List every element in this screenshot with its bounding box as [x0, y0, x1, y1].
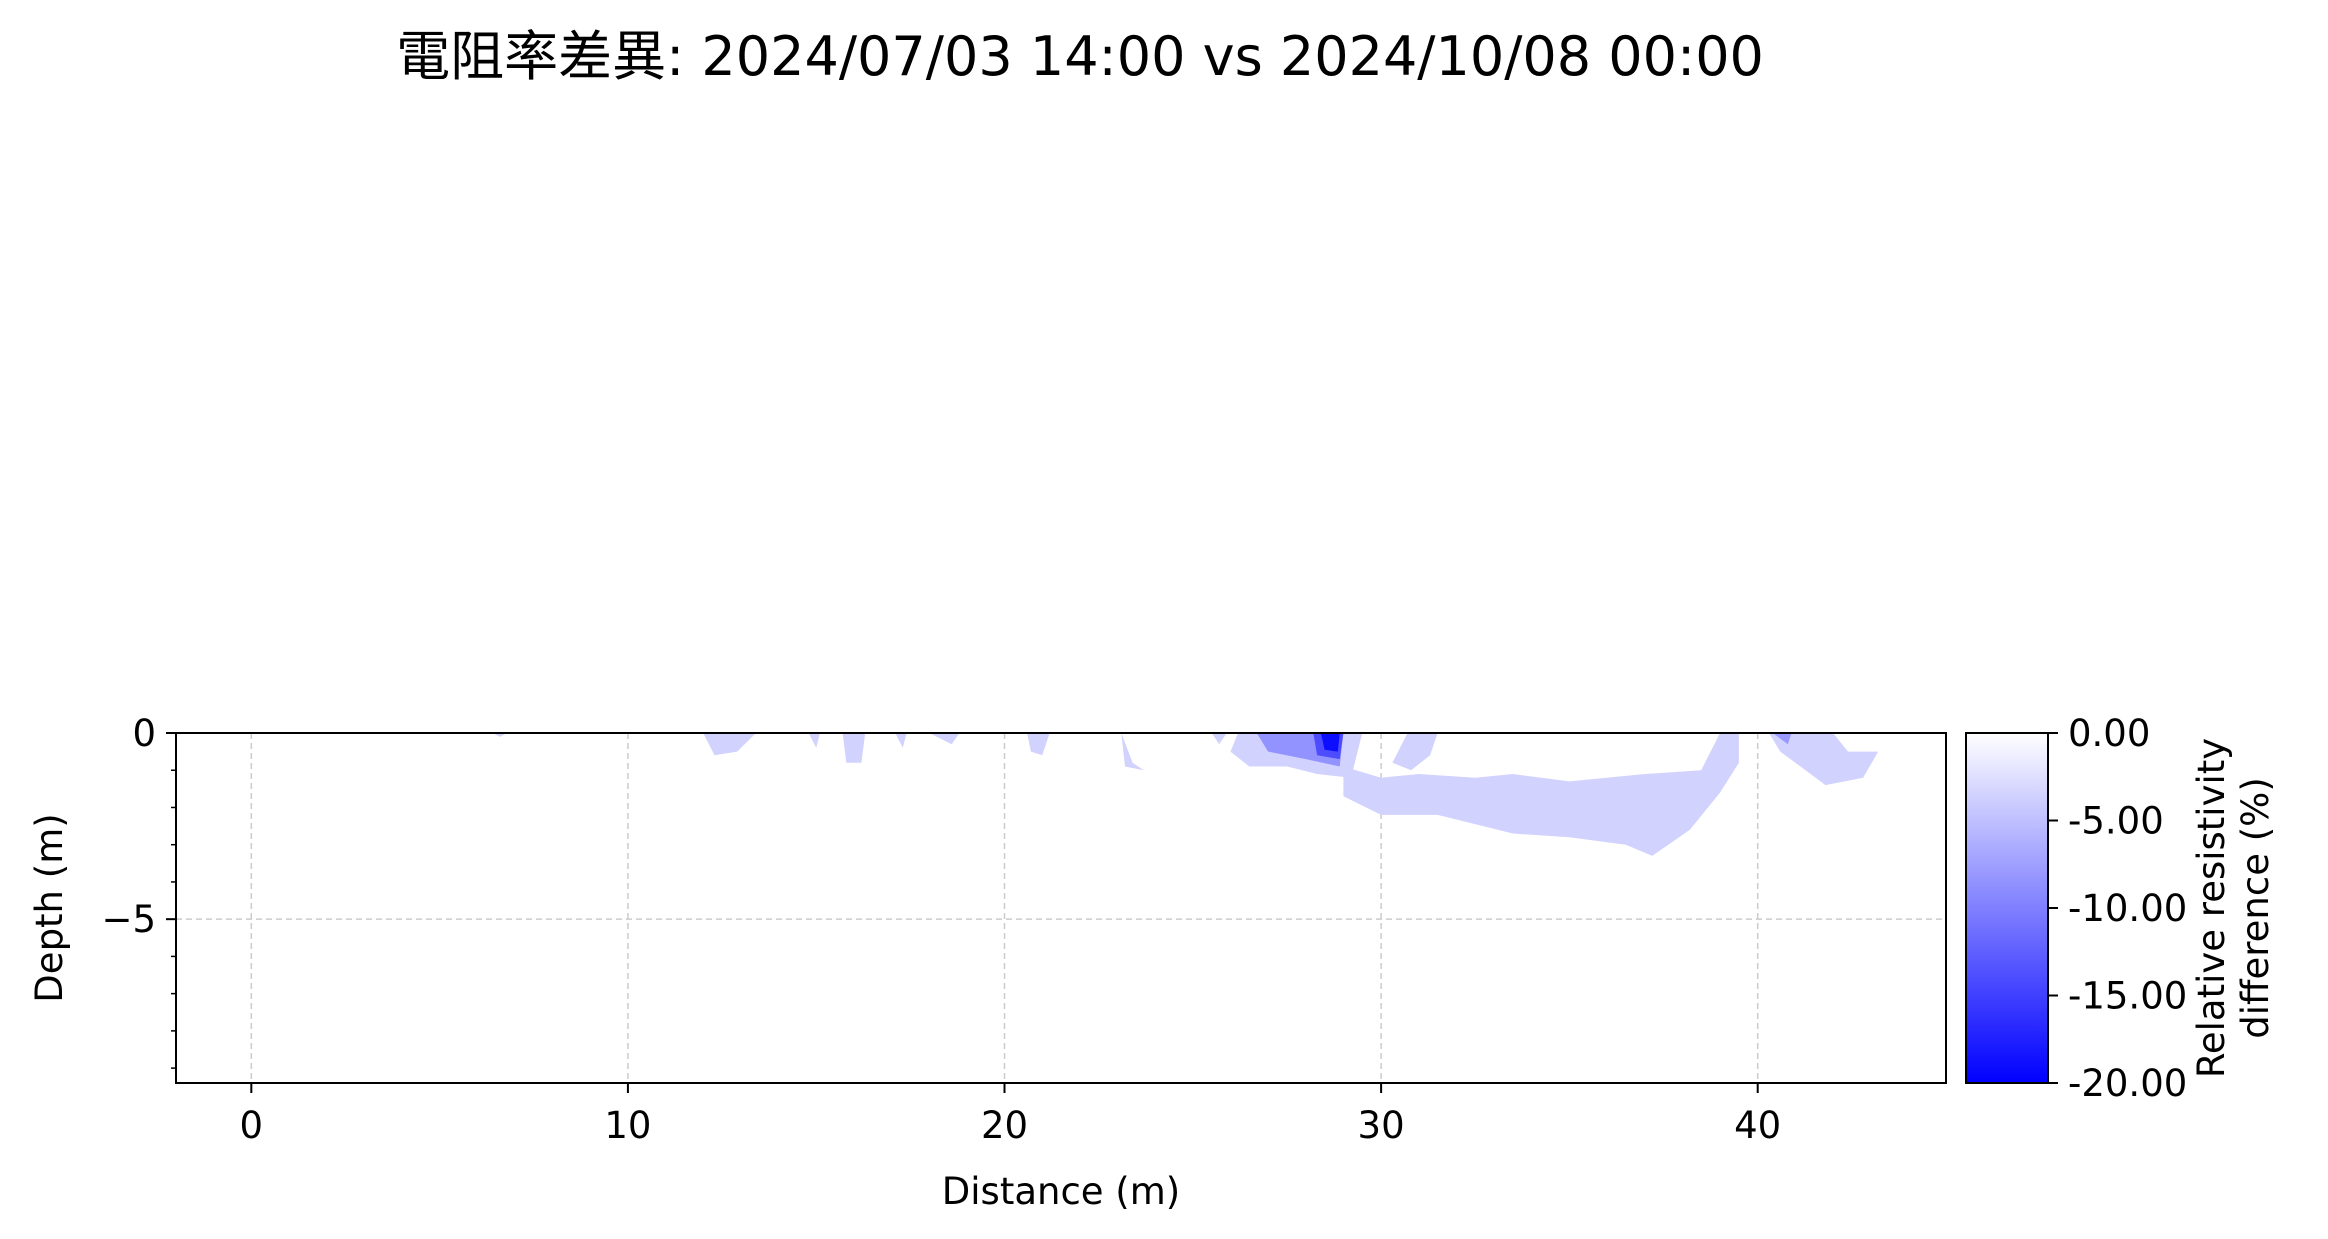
plot-frame — [175, 732, 1947, 1084]
colorbar-tick-label: -5.00 — [2068, 800, 2164, 843]
y-axis-label: Depth (m) — [28, 813, 71, 1002]
contour-anomaly-28m-peak — [1320, 733, 1340, 752]
x-axis-ticks: 0 10 20 30 40 — [240, 1083, 1781, 1147]
y-tick-label: −5 — [101, 898, 156, 941]
colorbar — [1965, 732, 2049, 1084]
contour-spot-12m — [703, 733, 756, 756]
contour-anomaly-41m-core — [1772, 733, 1792, 745]
contour-spot-23m — [1121, 733, 1144, 771]
colorbar-label: Relative resistivity difference (%) — [2190, 738, 2277, 1078]
contour-regions — [492, 733, 1879, 856]
y-tick-label: 0 — [132, 712, 156, 755]
x-tick-label: 10 — [604, 1104, 651, 1147]
x-tick-label: 40 — [1734, 1104, 1781, 1147]
contour-spot-16m — [842, 733, 866, 763]
contour-main-anomaly — [1343, 733, 1739, 856]
contour-spot-25m — [1211, 733, 1227, 745]
x-tick-label: 20 — [981, 1104, 1028, 1147]
colorbar-tick-label: -10.00 — [2068, 887, 2187, 930]
contour-spot-21m — [1027, 733, 1050, 756]
colorbar-ticks: 0.00 -5.00 -10.00 -15.00 -20.00 — [2048, 712, 2187, 1105]
colorbar-tick-label: 0.00 — [2068, 712, 2150, 755]
x-tick-label: 0 — [240, 1104, 264, 1147]
y-axis-ticks: 0 −5 — [101, 712, 176, 1069]
contour-spot-17m — [895, 733, 907, 748]
x-tick-label: 30 — [1358, 1104, 1405, 1147]
colorbar-label-line1: Relative resistivity — [2190, 738, 2233, 1078]
colorbar-label-line2: difference (%) — [2234, 777, 2277, 1039]
contour-spot-15m — [808, 733, 820, 748]
contour-main-anomaly-upper — [1392, 733, 1438, 771]
colorbar-tick-label: -15.00 — [2068, 975, 2187, 1018]
x-axis-label: Distance (m) — [942, 1170, 1180, 1213]
contour-spot-18m — [929, 733, 960, 745]
contour-anomaly-41m — [1769, 733, 1879, 786]
chart-title: 電阻率差異: 2024/07/03 14:00 vs 2024/10/08 00… — [396, 25, 1764, 88]
colorbar-tick-label: -20.00 — [2068, 1062, 2187, 1105]
